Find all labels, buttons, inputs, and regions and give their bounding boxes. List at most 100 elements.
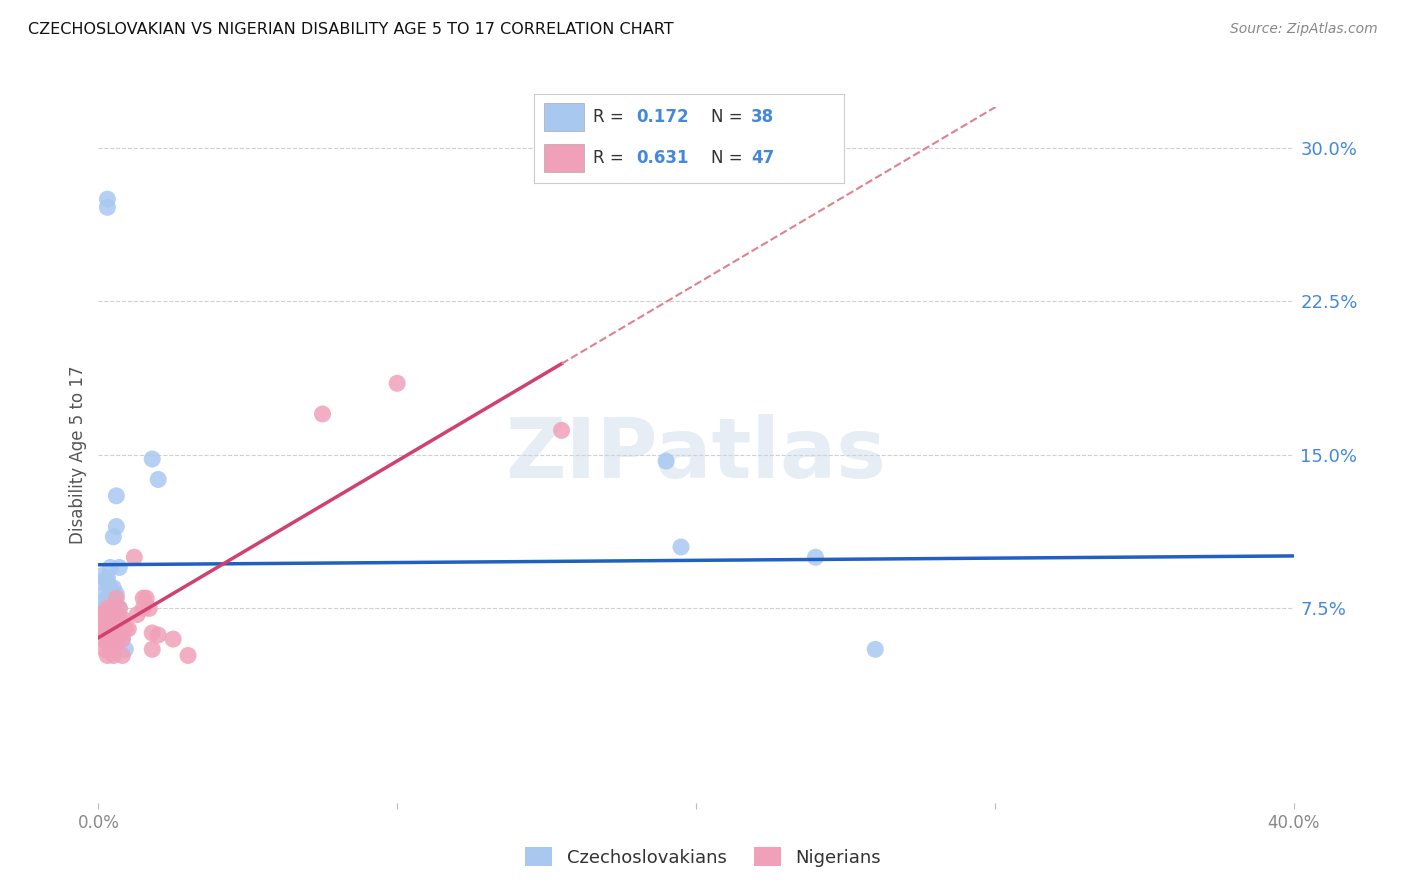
Point <box>93 632 115 646</box>
Point <box>177 648 200 663</box>
Point <box>311 407 333 421</box>
Text: Source: ZipAtlas.com: Source: ZipAtlas.com <box>1230 22 1378 37</box>
Point <box>111 632 134 646</box>
Point <box>141 642 163 657</box>
Text: 38: 38 <box>751 108 773 126</box>
Point <box>105 489 128 503</box>
Point <box>96 648 118 663</box>
Point <box>655 454 678 468</box>
Point <box>103 648 125 663</box>
Point <box>103 601 125 615</box>
Point <box>105 591 128 606</box>
Point <box>96 636 118 650</box>
Point <box>103 581 125 595</box>
Point <box>100 632 122 646</box>
Point <box>111 612 134 626</box>
Point <box>108 601 131 615</box>
Point <box>385 376 409 391</box>
Point <box>100 612 122 626</box>
Point <box>141 452 163 467</box>
Point <box>100 581 122 595</box>
Point <box>804 550 827 565</box>
Point <box>96 574 118 589</box>
Point <box>132 601 155 615</box>
Point <box>103 632 125 646</box>
Point <box>108 601 131 615</box>
Point <box>103 591 125 606</box>
Point <box>100 622 122 636</box>
Point <box>96 200 118 214</box>
Point <box>148 473 170 487</box>
Legend: Czechoslovakians, Nigerians: Czechoslovakians, Nigerians <box>517 840 889 874</box>
Point <box>93 612 115 626</box>
Point <box>100 642 122 657</box>
Point <box>124 550 146 565</box>
Point <box>865 642 887 657</box>
Point <box>141 626 163 640</box>
Point <box>96 192 118 206</box>
FancyBboxPatch shape <box>544 103 583 131</box>
Point <box>93 622 115 636</box>
Point <box>100 615 122 630</box>
Point <box>93 595 115 609</box>
Point <box>90 615 112 630</box>
FancyBboxPatch shape <box>544 144 583 172</box>
Point <box>100 607 122 622</box>
Point <box>148 628 170 642</box>
Point <box>93 642 115 657</box>
Point <box>103 615 125 630</box>
Point <box>96 571 118 585</box>
Text: N =: N = <box>710 108 748 126</box>
Point <box>111 648 134 663</box>
Point <box>90 612 112 626</box>
Text: 47: 47 <box>751 149 775 167</box>
Point <box>108 628 131 642</box>
Y-axis label: Disability Age 5 to 17: Disability Age 5 to 17 <box>69 366 87 544</box>
Point <box>138 601 160 615</box>
Point <box>93 601 115 615</box>
Text: CZECHOSLOVAKIAN VS NIGERIAN DISABILITY AGE 5 TO 17 CORRELATION CHART: CZECHOSLOVAKIAN VS NIGERIAN DISABILITY A… <box>28 22 673 37</box>
Point <box>114 642 136 657</box>
Point <box>105 519 128 533</box>
Point <box>669 540 692 554</box>
Point <box>100 632 122 646</box>
Point <box>103 622 125 636</box>
Point <box>103 607 125 622</box>
Point <box>90 574 112 589</box>
Point <box>117 622 139 636</box>
Point <box>93 587 115 601</box>
Point <box>105 587 128 601</box>
Point <box>105 601 128 615</box>
Point <box>550 423 572 437</box>
Point <box>90 624 112 638</box>
Text: R =: R = <box>593 149 628 167</box>
Text: N =: N = <box>710 149 748 167</box>
Point <box>114 622 136 636</box>
Point <box>162 632 184 646</box>
Point <box>108 612 131 626</box>
Text: ZIPatlas: ZIPatlas <box>506 415 886 495</box>
Point <box>96 615 118 630</box>
Point <box>96 622 118 636</box>
Point <box>100 587 122 601</box>
Point <box>96 607 118 622</box>
Point <box>105 636 128 650</box>
Text: 0.172: 0.172 <box>637 108 689 126</box>
Point <box>90 568 112 582</box>
Point <box>105 622 128 636</box>
Point <box>105 607 128 622</box>
Point <box>105 622 128 636</box>
Point <box>96 591 118 606</box>
Point <box>132 591 155 606</box>
Point <box>100 560 122 574</box>
Point <box>96 612 118 626</box>
Point <box>93 606 115 620</box>
Point <box>127 607 149 622</box>
Text: R =: R = <box>593 108 628 126</box>
Text: 0.631: 0.631 <box>637 149 689 167</box>
Point <box>103 530 125 544</box>
Point <box>135 591 157 606</box>
Point <box>111 632 134 646</box>
Point <box>108 560 131 574</box>
Point <box>96 601 118 615</box>
